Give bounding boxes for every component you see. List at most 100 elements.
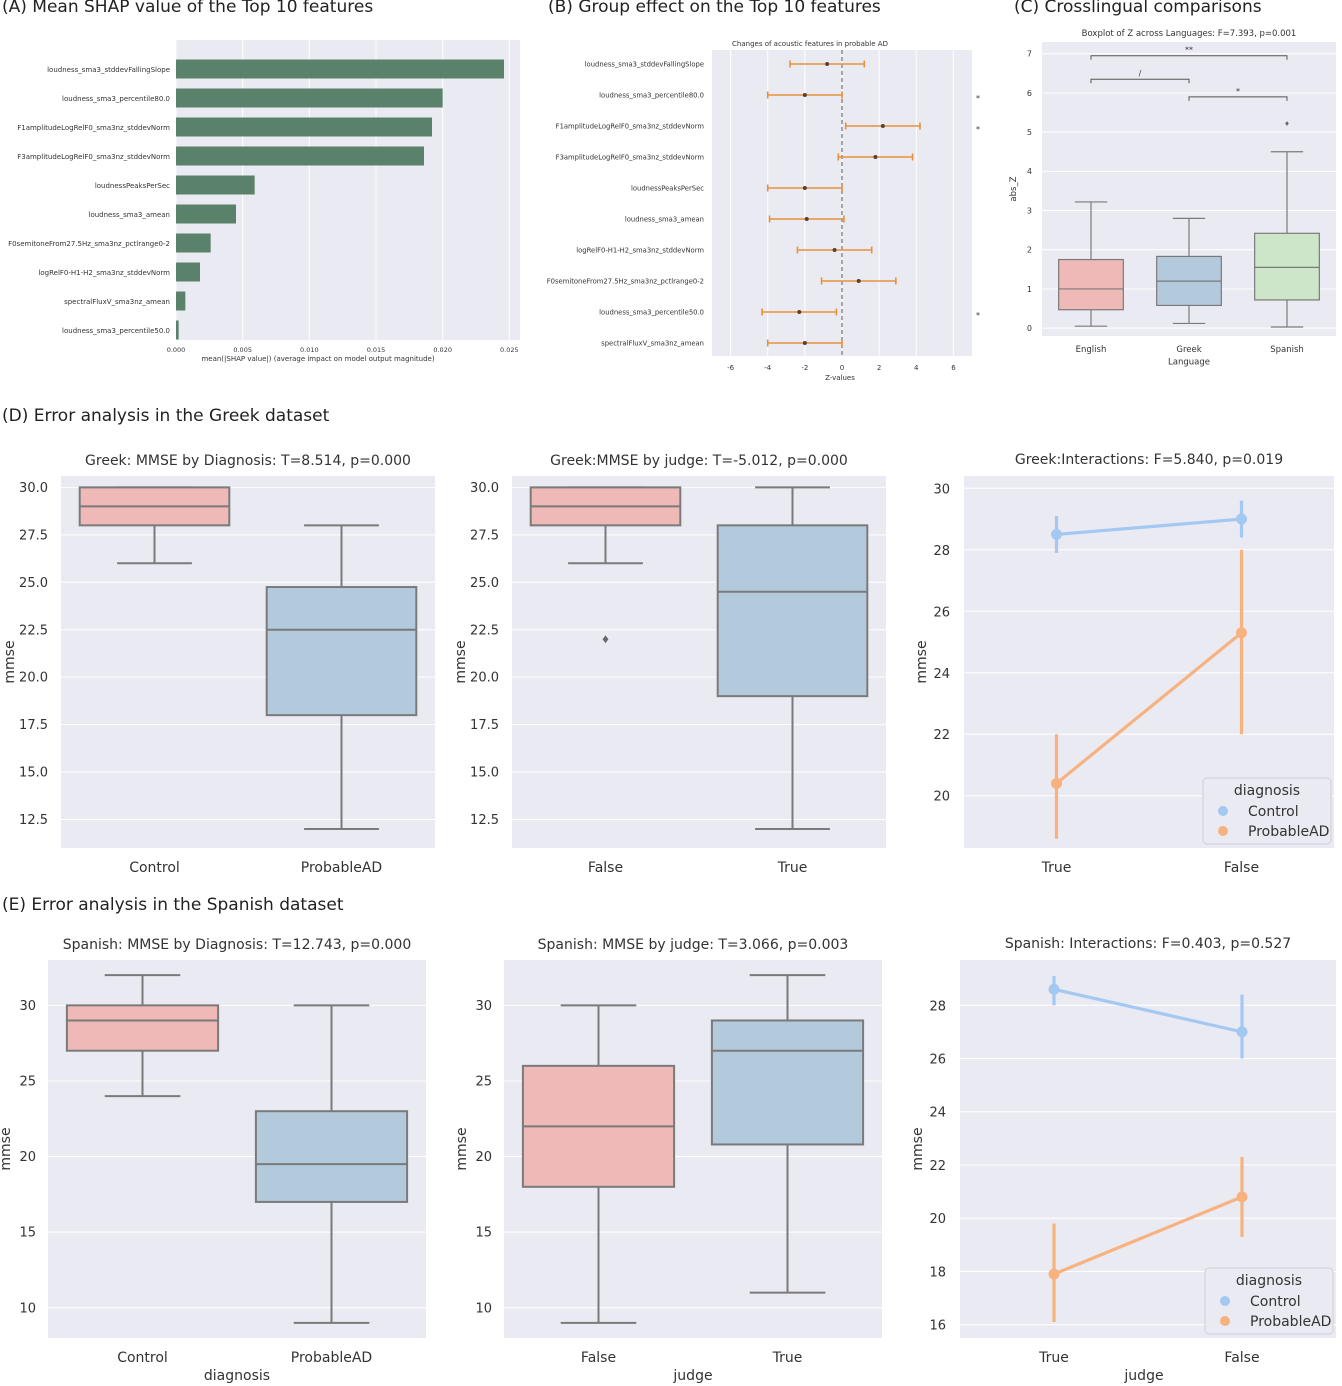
x-axis-label: diagnosis	[204, 1368, 270, 1384]
x-tick-label: True	[777, 860, 808, 876]
x-tick-label: -6	[727, 364, 735, 372]
y-tick-label: 25.0	[470, 576, 499, 591]
x-tick-label: 0.020	[433, 346, 452, 354]
y-tick-label: F1amplitudeLogRelF0_sma3nz_stddevNorm	[17, 124, 170, 132]
y-tick-label: 22	[933, 728, 950, 743]
x-tick-label: False	[581, 1350, 616, 1366]
estimate-point	[804, 217, 809, 221]
chart-title: Changes of acoustic features in probable…	[732, 40, 888, 48]
y-tick-label: 20	[475, 1150, 492, 1165]
y-tick-label: 20	[929, 1212, 946, 1227]
chart-B: -6 -4 -2 0 2 4 6 Changes of acoustic features i…	[547, 40, 980, 382]
x-tick-label: ProbableAD	[301, 860, 382, 876]
section-title-b: (B) Group effect on the Top 10 features	[548, 0, 881, 17]
estimate-point	[832, 248, 837, 252]
y-axis-label: abs_Z	[1009, 176, 1019, 201]
y-tick-label: 30	[933, 482, 950, 497]
x-axis-label: Language	[1168, 358, 1210, 368]
y-tick-label: 25.0	[19, 576, 48, 591]
y-tick-label: 16	[929, 1319, 946, 1334]
y-tick-label: F3amplitudeLogRelF0_sma3nz_stddevNorm	[556, 154, 705, 162]
series-point	[1048, 1268, 1060, 1280]
y-tick-label: 22.5	[19, 623, 48, 638]
box	[710, 1019, 865, 1146]
section-title-a: (A) Mean SHAP value of the Top 10 featur…	[2, 0, 374, 17]
estimate-point	[802, 341, 807, 345]
bar	[176, 262, 200, 282]
significance-mark: *	[976, 311, 980, 320]
x-tick-label: True	[1038, 1350, 1069, 1366]
chart-title: Greek:MMSE by judge: T=-5.012, p=0.000	[550, 453, 848, 469]
y-tick-label: 12.5	[470, 813, 499, 828]
y-tick-label: 25	[475, 1075, 492, 1090]
y-tick-label: loudness_sma3_amean	[625, 216, 704, 224]
x-tick-label: English	[1076, 345, 1107, 355]
y-tick-label: F3amplitudeLogRelF0_sma3nz_stddevNorm	[17, 153, 170, 161]
chart-title: Spanish: MMSE by judge: T=3.066, p=0.003	[538, 937, 849, 953]
y-tick-label: F1amplitudeLogRelF0_sma3nz_stddevNorm	[556, 123, 705, 131]
y-tick-label: loudness_sma3_percentile50.0	[62, 327, 170, 335]
significance-mark: *	[976, 94, 980, 103]
y-tick-label: 22	[929, 1159, 946, 1174]
significance-bracket	[1188, 96, 1288, 101]
y-tick-label: 0	[1027, 324, 1032, 333]
box	[65, 1004, 220, 1052]
y-tick-label: 15.0	[19, 766, 48, 781]
legend-marker	[1218, 806, 1228, 816]
box	[1254, 232, 1320, 301]
estimate-point	[802, 93, 807, 97]
x-axis-label: judge	[1123, 1368, 1163, 1384]
y-tick-label: logRelF0-H1-H2_sma3nz_stddevNorm	[576, 247, 704, 255]
bar	[176, 233, 211, 253]
bar	[176, 59, 504, 79]
y-tick-label: 20.0	[19, 671, 48, 686]
section-title-e: (E) Error analysis in the Spanish datase…	[2, 895, 344, 915]
series-point	[1048, 983, 1060, 995]
y-tick-label: 1	[1027, 285, 1032, 294]
y-tick-label: 20.0	[470, 671, 499, 686]
bar	[176, 175, 255, 195]
series-line	[1053, 1195, 1243, 1276]
bar	[176, 320, 179, 340]
x-tick-label: -4	[764, 364, 772, 372]
y-tick-label: 30	[19, 999, 36, 1014]
y-tick-label: 28	[933, 544, 950, 559]
y-tick-label: F0semitoneFrom27.5Hz_sma3nz_pctlrange0-2	[547, 278, 704, 286]
y-tick-label: 28	[929, 999, 946, 1014]
y-tick-label: 10	[19, 1301, 36, 1316]
estimate-point	[797, 310, 802, 314]
y-axis-label: mmse	[910, 1127, 926, 1170]
chart-title: Boxplot of Z across Languages: F=7.393, …	[1082, 29, 1297, 39]
estimate-point	[880, 124, 885, 128]
y-axis-label: mmse	[454, 1127, 470, 1170]
x-tick-label: 0	[840, 364, 844, 372]
chart-title: Greek: MMSE by Diagnosis: T=8.514, p=0.0…	[85, 453, 411, 469]
y-tick-label: 12.5	[19, 813, 48, 828]
y-tick-label: 30.0	[470, 481, 499, 496]
significance-label: **	[1185, 46, 1193, 55]
legend-title: diagnosis	[1236, 1273, 1302, 1289]
series-point	[1236, 513, 1247, 525]
y-tick-label: loudness_sma3_percentile50.0	[599, 309, 704, 317]
significance-label: /	[1139, 69, 1142, 78]
x-axis-label: judge	[672, 1368, 712, 1384]
series-point	[1051, 777, 1062, 789]
estimate-point	[856, 279, 861, 283]
y-tick-label: 25	[19, 1075, 36, 1090]
estimate-point	[825, 62, 830, 66]
x-tick-label: Greek	[1176, 345, 1201, 355]
y-tick-label: 4	[1027, 167, 1032, 176]
series-point	[1236, 627, 1247, 639]
y-axis-label: mmse	[453, 640, 469, 683]
y-tick-label: 20	[933, 790, 950, 805]
y-tick-label: 10	[475, 1301, 492, 1316]
y-tick-label: 17.5	[19, 718, 48, 733]
legend-label: ProbableAD	[1250, 1314, 1331, 1330]
significance-label: *	[1236, 87, 1240, 96]
x-tick-label: ProbableAD	[291, 1350, 372, 1366]
y-axis-label: mmse	[0, 1127, 14, 1170]
x-tick-label: False	[1224, 1350, 1259, 1366]
y-tick-label: loudnessPeaksPerSec	[95, 182, 170, 190]
y-tick-label: loudness_sma3_stddevFallingSlope	[585, 61, 704, 69]
chart-D3: 20 22 24 26 28 30 True False Greek:Interactions:…	[914, 452, 1334, 876]
